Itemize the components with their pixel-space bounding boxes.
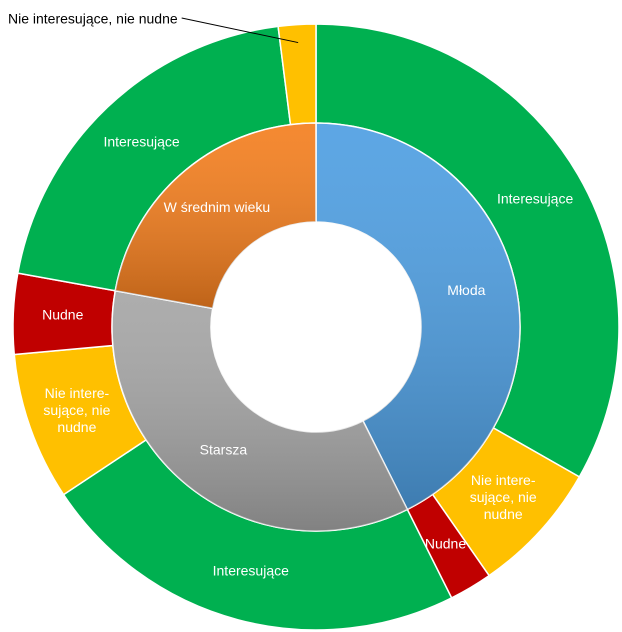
segment-label: Młoda (447, 282, 485, 298)
segment-label: W średnim wieku (164, 199, 271, 215)
label-line: sujące, nie (470, 489, 537, 505)
inner-shade (115, 123, 317, 309)
segment-label: Nie intere-sujące, nie nudne (43, 385, 110, 435)
leader-line (181, 17, 299, 44)
segment-label: Nudne (425, 536, 466, 552)
segment-label: Interesujące (497, 190, 573, 206)
label-line: nudne (484, 506, 523, 522)
label-line: Nie intere- (45, 385, 110, 401)
segment-label: Starsza (200, 441, 248, 457)
inner-shade (316, 123, 520, 510)
segment-label: Nie intere-sujące, nie nudne (470, 472, 537, 522)
segment-label: Nudne (42, 307, 83, 323)
inner-shade (112, 290, 408, 531)
segment-label: Interesujące (213, 563, 289, 579)
segment-label: Interesujące (103, 134, 179, 150)
label-line: sujące, nie (43, 402, 110, 418)
segment-label: Nie interesujące, nie nudne (8, 11, 178, 27)
label-line: nudne (57, 419, 96, 435)
label-line: Nie intere- (471, 472, 536, 488)
